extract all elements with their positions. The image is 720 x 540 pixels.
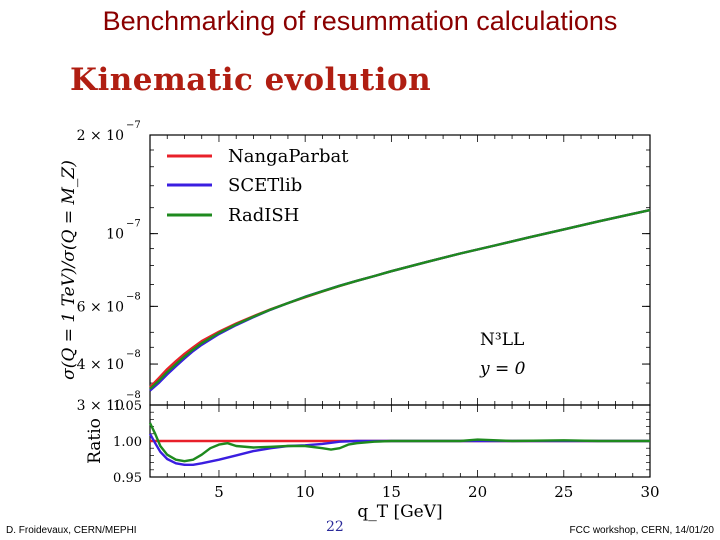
slide-subtitle: Kinematic evolution [70,62,432,98]
x-tick-label: 15 [382,483,401,501]
y-tick-exponent: −8 [126,390,141,401]
legend-label-nangaparbat: NangaParbat [228,146,349,167]
x-tick-label: 5 [214,483,224,501]
ratio-line-scetlib [148,433,650,466]
series-line-radish [149,208,651,390]
y-tick-mantissa: 3 × 10 [77,398,124,414]
ratio-y-tick-label: 1.00 [113,435,142,450]
y-tick-mantissa: 4 × 10 [77,357,124,373]
x-axis-label: q_T [GeV] [357,502,442,522]
y-tick-label: 3 × 10 [77,398,124,414]
axis-labels: σ(Q = 1 TeV)/σ(Q = M_Z) Ratio q_T [GeV] [59,160,443,522]
y-tick-exponent: −7 [126,219,141,230]
ratio-panel: 1.05 1.00 0.95 [113,399,651,486]
annotation-rapidity: y = 0 [479,359,526,379]
y-tick-exponent: −8 [126,291,141,302]
footer-author: D. Froidevaux, CERN/MEPHI [6,525,137,536]
legend-label-radish: RadISH [228,205,299,226]
footer-event: FCC workshop, CERN, 14/01/20 [569,525,714,536]
y-axis-label-ratio: Ratio [85,418,105,464]
ratio-y-tick-label: 0.95 [113,471,142,486]
y-axis-label-top: σ(Q = 1 TeV)/σ(Q = M_Z) [59,160,79,380]
x-axis: 5 10 15 20 25 30 [149,135,660,501]
legend-label-scetlib: SCETlib [228,175,302,196]
series-line-scetlib [149,208,651,392]
y-tick-label: 2 × 10 [77,128,124,144]
y-tick-mantissa: 2 × 10 [77,128,124,144]
page-number: 22 [326,519,344,535]
x-tick-label: 30 [640,483,659,501]
y-tick-label: 10 [106,227,124,243]
ratio-y-tick-label: 1.05 [113,399,142,414]
slide-title: Benchmarking of resummation calculations [102,6,618,36]
series-line-nangaparbat [149,208,651,389]
x-tick-label: 10 [296,483,315,501]
y-tick-label: 6 × 10 [77,299,124,315]
y-tick-mantissa: 6 × 10 [77,299,124,315]
y-tick-exponent: −7 [126,120,141,131]
top-panel: 2 × 10−710−76 × 10−84 × 10−83 × 10−8N³LL… [77,120,651,414]
x-tick-label: 20 [468,483,487,501]
ratio-line-radish [148,422,650,463]
y-tick-mantissa: 10 [106,227,124,243]
x-tick-label: 25 [554,483,573,501]
legend: NangaParbat SCETlib RadISH [167,146,349,226]
annotation-order: N³LL [480,330,524,350]
y-tick-exponent: −8 [126,349,141,360]
y-tick-label: 4 × 10 [77,357,124,373]
